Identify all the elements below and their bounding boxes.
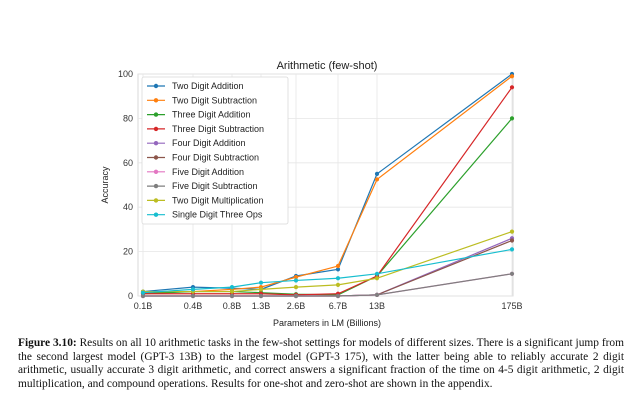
data-point — [374, 177, 380, 182]
legend-label: Three Digit Addition — [172, 110, 251, 120]
x-tick-label: 1.3B — [252, 301, 271, 311]
data-point — [509, 247, 515, 252]
series-7 — [140, 271, 515, 299]
data-point — [258, 280, 264, 285]
legend-entry: Two Digit Multiplication — [147, 195, 264, 205]
data-point — [335, 282, 341, 287]
data-point — [140, 290, 146, 295]
legend-entry: Five Digit Addition — [147, 167, 244, 177]
legend-entry: Single Digit Three Ops — [147, 210, 263, 220]
x-axis-label: Parameters in LM (Billions) — [273, 318, 381, 328]
y-tick-label: 60 — [123, 158, 133, 168]
legend-entry: Two Digit Subtraction — [147, 95, 257, 105]
legend-marker — [153, 198, 159, 203]
series-line — [142, 248, 513, 294]
figure-label: Figure 3.10: — [18, 337, 77, 349]
legend-marker — [153, 98, 159, 103]
data-point — [509, 238, 515, 243]
data-point — [335, 276, 341, 281]
data-point — [374, 171, 380, 176]
y-tick-label: 40 — [123, 202, 133, 212]
series-line — [143, 231, 513, 293]
x-tick-label: 2.6B — [287, 301, 306, 311]
legend-label: Four Digit Subtraction — [172, 153, 259, 163]
legend-marker — [153, 141, 159, 146]
series-line — [143, 273, 513, 297]
series-9 — [140, 247, 515, 295]
legend-label: Two Digit Addition — [172, 81, 244, 91]
figure-caption: Figure 3.10: Results on all 10 arithmeti… — [18, 337, 624, 391]
legend-entry: Four Digit Subtraction — [147, 153, 259, 163]
y-axis-label: Accuracy — [100, 166, 110, 204]
legend-marker — [153, 212, 159, 217]
legend-entry: Two Digit Addition — [147, 81, 244, 91]
data-point — [293, 275, 299, 280]
data-point — [374, 271, 380, 276]
data-point — [229, 289, 235, 294]
series-lines — [140, 71, 515, 299]
x-tick-label: 13B — [369, 301, 385, 311]
data-point — [374, 292, 380, 297]
x-tick-label: 6.7B — [329, 301, 348, 311]
legend-label: Four Digit Addition — [172, 138, 246, 148]
x-axis-ticks: 0.1B 0.4B 0.8B 1.3B 2.6B 6.7B 13B 175B — [134, 301, 523, 311]
x-tick-label: 0.8B — [223, 301, 242, 311]
legend-label: Single Digit Three Ops — [172, 210, 263, 220]
data-point — [374, 276, 380, 281]
legend-label: Five Digit Subtraction — [172, 181, 258, 191]
y-tick-label: 0 — [128, 291, 133, 301]
legend-label: Two Digit Multiplication — [172, 195, 264, 205]
legend-entry: Four Digit Addition — [147, 138, 246, 148]
y-tick-label: 80 — [123, 113, 133, 123]
legend-marker — [153, 112, 159, 117]
x-tick-label: 0.4B — [184, 301, 203, 311]
chart-title: Arithmetic (few-shot) — [277, 60, 378, 72]
legend-label: Five Digit Addition — [172, 167, 244, 177]
data-point — [335, 293, 341, 299]
legend-marker — [153, 126, 159, 132]
legend-marker — [153, 169, 159, 174]
legend-entry: Three Digit Subtraction — [147, 124, 264, 134]
data-point — [229, 285, 235, 290]
legend-entry: Five Digit Subtraction — [147, 181, 258, 191]
legend-label: Two Digit Subtraction — [172, 95, 257, 105]
data-point — [509, 271, 515, 276]
data-point — [293, 278, 299, 283]
data-point — [293, 293, 299, 299]
data-point — [229, 293, 235, 299]
data-point — [293, 285, 299, 290]
data-point — [140, 293, 146, 299]
legend-label: Three Digit Subtraction — [172, 124, 264, 134]
series-8 — [140, 229, 515, 294]
data-point — [509, 74, 515, 79]
y-tick-label: 100 — [118, 69, 133, 79]
data-point — [258, 287, 264, 292]
data-point — [509, 116, 515, 121]
legend-entry: Three Digit Addition — [147, 110, 251, 120]
y-axis-ticks: 0 20 40 60 80 100 — [118, 69, 133, 301]
data-point — [190, 287, 196, 292]
data-point — [190, 293, 196, 299]
data-point — [509, 85, 515, 90]
x-tick-label: 0.1B — [134, 301, 153, 311]
legend-marker — [153, 155, 159, 160]
data-point — [335, 263, 341, 269]
legend: Two Digit Addition Two Digit Subtraction T… — [141, 76, 289, 225]
data-point — [509, 229, 515, 234]
legend-marker — [153, 83, 159, 89]
legend-box — [141, 76, 289, 225]
caption-text: Results on all 10 arithmetic tasks in th… — [18, 337, 624, 390]
data-point — [335, 267, 341, 272]
data-point — [258, 293, 264, 299]
x-tick-label: 175B — [501, 301, 522, 311]
legend-marker — [153, 183, 159, 189]
y-tick-label: 20 — [123, 247, 133, 257]
